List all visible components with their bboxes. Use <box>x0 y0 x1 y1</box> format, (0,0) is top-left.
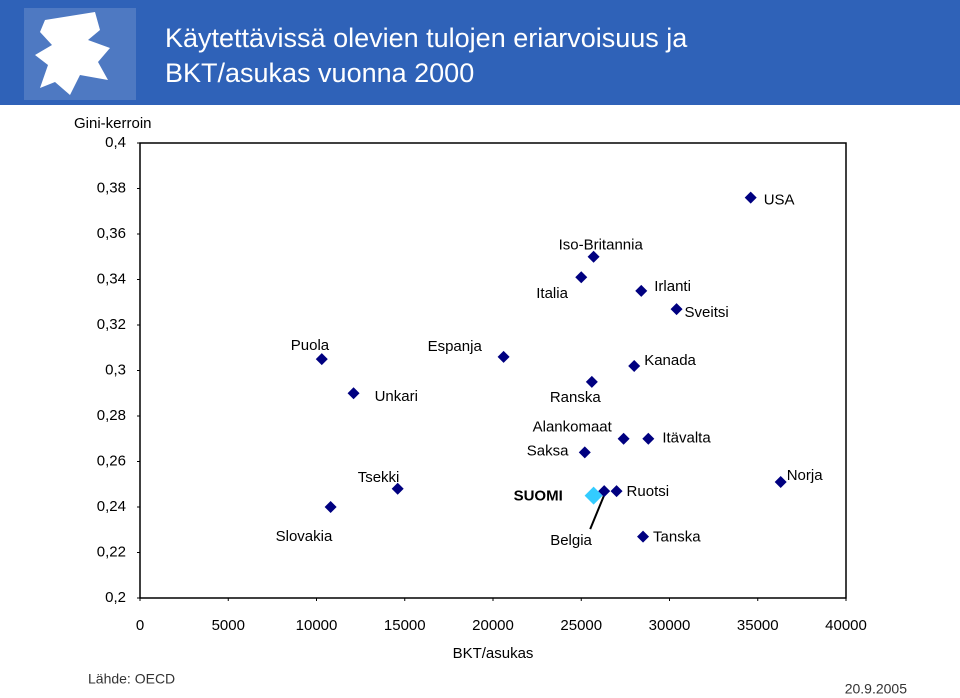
x-tick-label: 40000 <box>825 617 867 634</box>
point-label: Kanada <box>644 352 696 369</box>
point <box>347 387 360 400</box>
header-band <box>0 0 960 105</box>
point <box>585 375 598 388</box>
point-label: Unkari <box>375 388 418 405</box>
y-tick-label: 0,22 <box>97 543 126 560</box>
source: Lähde: OECD <box>88 671 175 687</box>
point-label: Iso-Britannia <box>559 237 644 254</box>
title: BKT/asukas vuonna 2000 <box>165 58 474 88</box>
date: 20.9.2005 <box>845 681 907 697</box>
y-tick-label: 0,28 <box>97 407 126 424</box>
y-tick-label: 0,4 <box>105 134 126 151</box>
point <box>774 475 787 488</box>
point <box>575 271 588 284</box>
point-label: SUOMI <box>514 488 563 505</box>
point-label: Tanska <box>653 529 701 546</box>
point <box>598 485 611 498</box>
point-label: USA <box>764 192 795 209</box>
point-label: Sveitsi <box>685 304 729 321</box>
y-tick-label: 0,36 <box>97 225 126 242</box>
point <box>635 284 648 297</box>
point <box>610 485 623 498</box>
y-tick-label: 0,3 <box>105 361 126 378</box>
point <box>584 486 603 505</box>
x-tick-label: 30000 <box>649 617 691 634</box>
x-tick-label: 35000 <box>737 617 779 634</box>
y-axis-title: Gini-kerroin <box>74 115 152 132</box>
x-axis-title: BKT/asukas <box>453 645 534 662</box>
y-tick-label: 0,26 <box>97 452 126 469</box>
point <box>637 530 650 543</box>
point-label: Espanja <box>428 338 483 355</box>
point <box>617 432 630 445</box>
point-label: Ranska <box>550 389 602 406</box>
point-label: Norja <box>787 467 824 484</box>
point-label: Italia <box>536 285 568 302</box>
point <box>670 303 683 316</box>
x-tick-label: 15000 <box>384 617 426 634</box>
title: Käytettävissä olevien tulojen eriarvoisu… <box>165 23 688 53</box>
point <box>391 482 404 495</box>
y-tick-label: 0,24 <box>97 498 126 515</box>
point-label: Alankomaat <box>533 419 613 436</box>
point <box>744 191 757 204</box>
y-tick-label: 0,34 <box>97 270 126 287</box>
x-tick-label: 25000 <box>560 617 602 634</box>
y-tick-label: 0,2 <box>105 589 126 606</box>
point <box>628 359 641 372</box>
point <box>497 350 510 363</box>
arrow <box>589 494 606 530</box>
point <box>642 432 655 445</box>
y-tick-label: 0,38 <box>97 179 126 196</box>
plot-area <box>139 142 847 599</box>
point <box>578 446 591 459</box>
point-label: Puola <box>291 337 330 354</box>
x-tick-label: 20000 <box>472 617 514 634</box>
x-tick-label: 10000 <box>296 617 338 634</box>
logo <box>24 8 136 100</box>
point-label: Saksa <box>527 442 569 459</box>
point-label: Itävalta <box>662 430 711 447</box>
point-label: Slovakia <box>276 528 333 545</box>
point-label: Tsekki <box>358 469 400 486</box>
x-tick-label: 5000 <box>212 617 245 634</box>
x-tick-label: 0 <box>136 617 144 634</box>
point <box>587 250 600 263</box>
y-tick-label: 0,32 <box>97 316 126 333</box>
point-label: Irlanti <box>654 278 691 295</box>
point <box>315 353 328 366</box>
point-label: Ruotsi <box>627 483 670 500</box>
point <box>324 501 337 513</box>
point-label: Belgia <box>550 532 592 549</box>
